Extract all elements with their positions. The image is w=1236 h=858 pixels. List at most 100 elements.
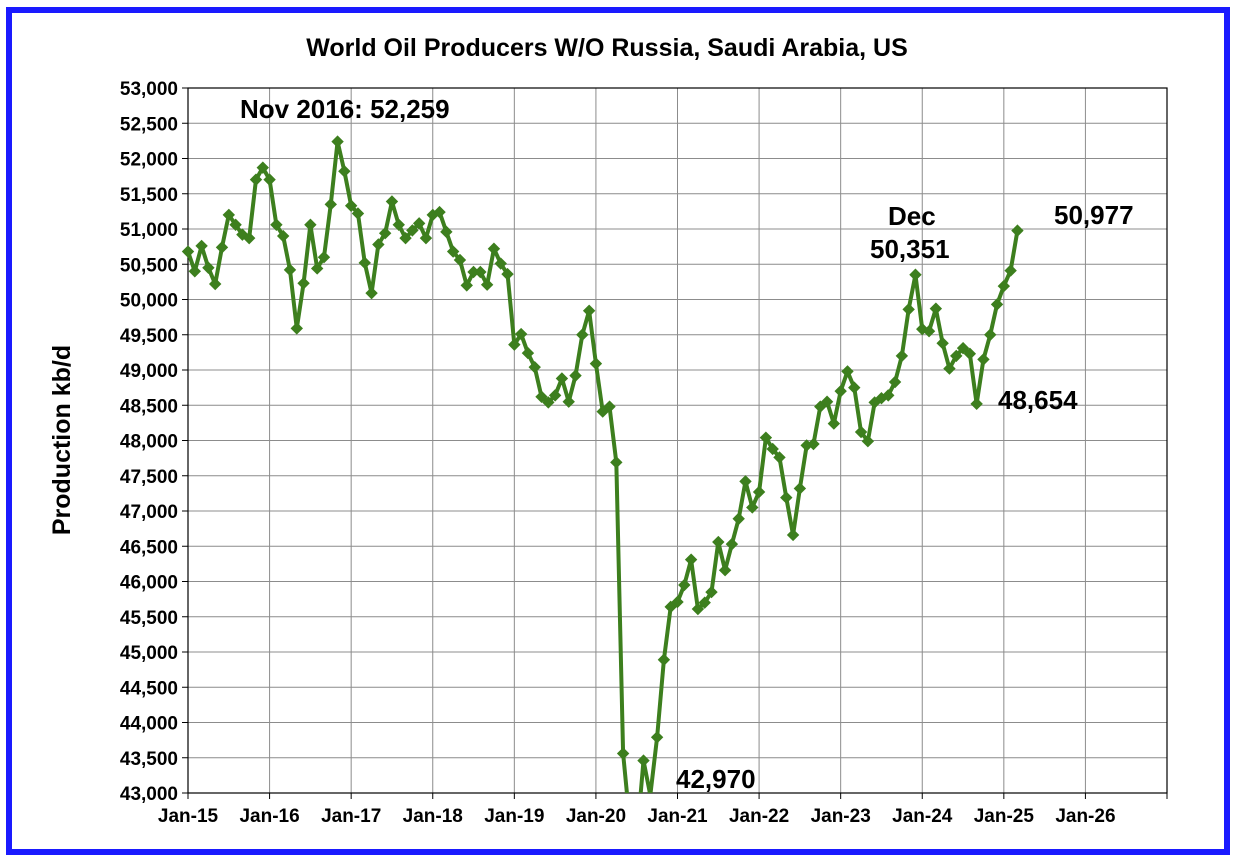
data-point — [610, 456, 623, 469]
data-point — [970, 397, 983, 411]
data-point — [453, 253, 467, 267]
x-tick-label: Jan-22 — [729, 806, 789, 827]
data-point — [807, 437, 820, 451]
y-tick-label: 52,500 — [120, 114, 178, 135]
chart-frame: World Oil Producers W/O Russia, Saudi Ar… — [6, 7, 1230, 855]
data-point — [814, 400, 827, 413]
data-point — [820, 395, 834, 408]
data-point — [752, 485, 766, 499]
y-tick-label: 51,500 — [120, 185, 178, 206]
annotation-latest-value: 50,977 — [1054, 200, 1134, 230]
data-point — [249, 173, 263, 186]
y-tick-label: 47,500 — [120, 467, 178, 488]
y-tick-label: 49,500 — [120, 326, 178, 347]
data-point — [542, 396, 555, 409]
data-point — [650, 731, 664, 744]
data-point — [569, 369, 582, 382]
data-point — [406, 224, 419, 237]
y-tick-label: 52,000 — [120, 150, 178, 171]
data-point — [460, 279, 473, 292]
data-point — [555, 372, 569, 385]
data-point — [487, 242, 501, 255]
data-point — [263, 173, 276, 186]
data-point — [786, 528, 800, 542]
data-point — [1011, 224, 1024, 237]
data-point — [324, 198, 337, 211]
data-point — [440, 225, 453, 239]
data-point — [725, 537, 739, 551]
data-point — [732, 512, 745, 525]
data-point — [582, 304, 596, 317]
x-tick-label: Jan-16 — [239, 806, 299, 827]
data-point — [331, 135, 344, 148]
data-point — [888, 375, 902, 389]
data-point — [895, 349, 909, 363]
data-point — [378, 227, 392, 240]
line-chart: World Oil Producers W/O Russia, Saudi Ar… — [48, 34, 1168, 827]
x-tick-label: Jan-21 — [647, 806, 708, 827]
data-point — [698, 596, 711, 609]
data-point — [433, 205, 446, 219]
data-point — [739, 475, 752, 488]
x-axis: Jan-15 Jan-16 Jan-17 Jan-18 Jan-19 Jan-20 Jan-… — [158, 793, 1168, 827]
data-point — [671, 595, 684, 609]
data-point — [848, 381, 861, 394]
x-tick-label: Jan-18 — [403, 806, 463, 827]
data-point — [596, 405, 609, 418]
data-point — [494, 257, 507, 270]
series-production — [181, 135, 1024, 793]
data-point — [474, 265, 487, 279]
data-point — [759, 431, 773, 444]
data-point — [222, 208, 235, 222]
data-point — [922, 325, 936, 338]
data-point — [202, 261, 215, 274]
data-point — [304, 218, 317, 231]
data-point — [290, 322, 303, 335]
x-tick-label: Jan-23 — [811, 806, 871, 827]
data-point — [712, 535, 725, 549]
data-point — [664, 600, 677, 614]
data-point — [780, 491, 793, 504]
data-point — [705, 585, 718, 599]
y-tick-label: 47,000 — [120, 502, 178, 523]
y-tick-label: 43,500 — [120, 749, 178, 770]
data-point — [854, 425, 868, 439]
data-point — [399, 231, 412, 245]
y-axis: 43,000 43,500 44,000 44,500 45,000 45,500 46,0… — [120, 79, 188, 805]
data-point — [419, 231, 433, 245]
data-point — [562, 395, 575, 408]
data-point — [385, 195, 399, 208]
data-point — [827, 417, 841, 430]
data-point — [372, 238, 385, 251]
data-point — [195, 239, 208, 253]
y-tick-label: 46,000 — [120, 573, 178, 594]
y-tick-label: 50,500 — [120, 255, 178, 276]
data-point — [882, 389, 895, 402]
data-point — [446, 245, 460, 258]
data-point — [351, 207, 365, 220]
data-point — [691, 602, 705, 616]
data-point — [684, 553, 698, 566]
data-point — [990, 298, 1004, 311]
data-point — [834, 384, 847, 398]
data-point — [793, 482, 807, 495]
annotation-peak-nov-2016: Nov 2016: 52,259 — [240, 94, 450, 124]
annotations: Nov 2016: 52,259 Dec 50,351 50,977 48,65… — [240, 94, 1134, 794]
data-point — [746, 501, 759, 514]
data-point — [861, 434, 875, 448]
data-point — [603, 400, 616, 413]
y-tick-label: 53,000 — [120, 79, 178, 100]
annotation-trough-2020: 42,970 — [676, 764, 756, 794]
data-point — [1004, 264, 1017, 277]
x-tick-label: Jan-20 — [566, 806, 626, 827]
x-tick-label: Jan-26 — [1055, 806, 1115, 827]
y-tick-label: 49,000 — [120, 361, 178, 382]
data-point — [589, 357, 603, 370]
data-point — [181, 245, 195, 258]
data-point — [718, 564, 732, 577]
data-point — [943, 362, 956, 375]
data-point — [480, 278, 494, 291]
y-tick-label: 45,500 — [120, 608, 178, 629]
data-point — [984, 328, 997, 341]
data-point — [297, 277, 310, 290]
